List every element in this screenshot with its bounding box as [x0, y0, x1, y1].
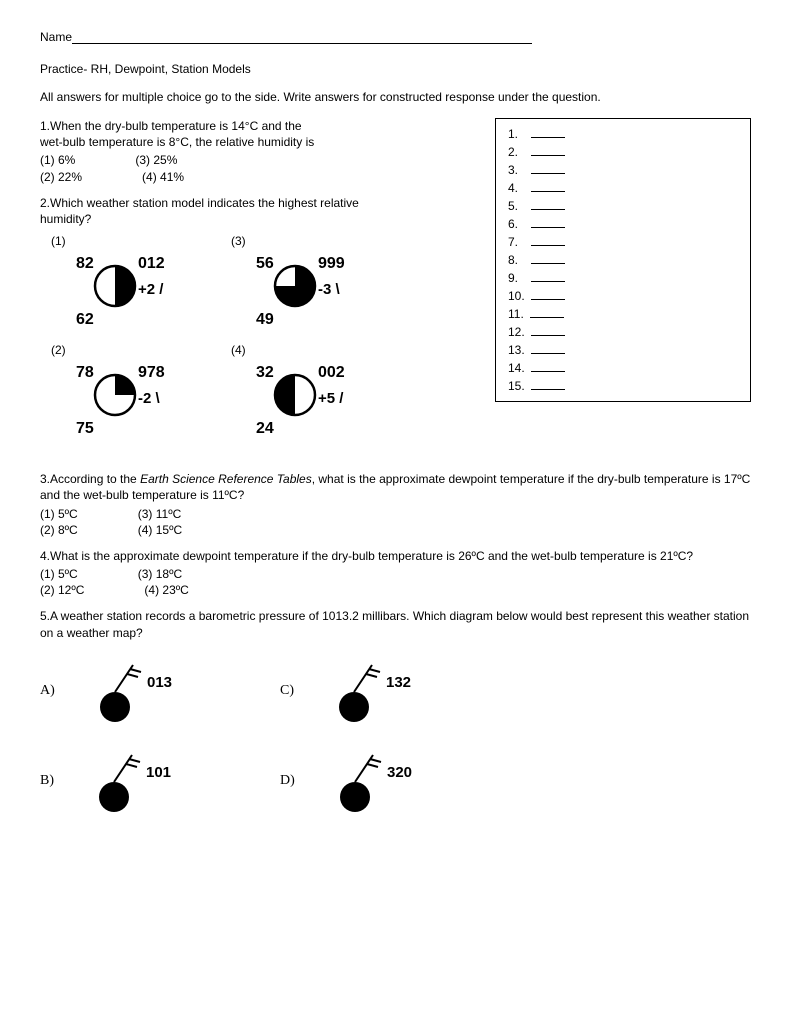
svg-text:(1): (1) — [51, 234, 66, 248]
answer-blank-6[interactable]: 6. — [508, 215, 738, 233]
answer-blank-7[interactable]: 7. — [508, 233, 738, 251]
answer-blank-14[interactable]: 14. — [508, 359, 738, 377]
svg-text:-2 \: -2 \ — [138, 390, 161, 407]
q5-option-B: B) 101 — [40, 747, 240, 817]
station-model-4: (4) 32 002 +5 / 24 — [220, 340, 380, 445]
q1-choice-2: (2) 22% — [40, 169, 82, 185]
q5-option-D: D) 320 — [280, 747, 480, 817]
answer-blank-13[interactable]: 13. — [508, 341, 738, 359]
svg-text:+2 /: +2 / — [138, 281, 164, 298]
svg-text:978: 978 — [138, 364, 165, 381]
q2-line2: humidity? — [40, 211, 465, 227]
station-model-icon: (1) 82 012 +2 / 62 — [45, 231, 195, 336]
name-label: Name — [40, 30, 72, 44]
pressure-station-icon: 132 — [304, 657, 434, 727]
pressure-station-icon: 013 — [65, 657, 195, 727]
svg-text:(2): (2) — [51, 343, 66, 357]
instructions: All answers for multiple choice go to th… — [40, 90, 751, 104]
q1-choice-1: (1) 6% — [40, 152, 75, 168]
question-3: 3.According to the Earth Science Referen… — [40, 471, 751, 538]
answer-blank-3[interactable]: 3. — [508, 161, 738, 179]
svg-text:62: 62 — [76, 311, 94, 328]
q5-option-label: B) — [40, 772, 54, 791]
q2-line1: 2.Which weather station model indicates … — [40, 195, 465, 211]
answer-blank-12[interactable]: 12. — [508, 323, 738, 341]
svg-text:002: 002 — [318, 364, 345, 381]
name-field: Name — [40, 30, 751, 44]
worksheet-title: Practice- RH, Dewpoint, Station Models — [40, 62, 751, 76]
q5-option-C: C) 132 — [280, 657, 480, 727]
q1-choice-3: (3) 25% — [135, 152, 177, 168]
svg-text:82: 82 — [76, 255, 94, 272]
station-model-2: (2) 78 978 -2 \ 75 — [40, 340, 200, 445]
question-1: 1.When the dry-bulb temperature is 14°C … — [40, 118, 465, 185]
answer-blank-10[interactable]: 10. — [508, 287, 738, 305]
svg-text:24: 24 — [256, 420, 274, 437]
svg-text:75: 75 — [76, 420, 94, 437]
answer-blank-5[interactable]: 5. — [508, 197, 738, 215]
station-model-icon: (4) 32 002 +5 / 24 — [225, 340, 375, 445]
q3-text-b: Earth Science Reference Tables — [140, 472, 312, 486]
q3-text-c: , what is the approximate dewpoint tempe… — [312, 472, 751, 486]
answer-blank-15[interactable]: 15. — [508, 377, 738, 395]
svg-text:(3): (3) — [231, 234, 246, 248]
q5-option-A: A) 013 — [40, 657, 240, 727]
q4-choice-3: (3) 18ºC — [138, 566, 182, 582]
svg-text:320: 320 — [387, 764, 412, 781]
svg-text:999: 999 — [318, 255, 345, 272]
q3-choice-1: (1) 5ºC — [40, 506, 78, 522]
q3-choice-4: (4) 15ºC — [138, 522, 182, 538]
q1-line1: 1.When the dry-bulb temperature is 14°C … — [40, 118, 465, 134]
svg-text:101: 101 — [146, 764, 171, 781]
q4-choice-2: (2) 12ºC — [40, 582, 84, 598]
q5-line1: 5.A weather station records a barometric… — [40, 608, 751, 624]
answer-box: 1. 2. 3. 4. 5. 6. 7. 8. 9. 10. 11. 12. 1… — [495, 118, 751, 402]
svg-text:(4): (4) — [231, 343, 246, 357]
q5-option-label: C) — [280, 682, 294, 701]
svg-text:78: 78 — [76, 364, 94, 381]
station-model-1: (1) 82 012 +2 / 62 — [40, 231, 200, 336]
question-4: 4.What is the approximate dewpoint tempe… — [40, 548, 751, 599]
q5-option-label: D) — [280, 772, 295, 791]
q5-line2: on a weather map? — [40, 625, 751, 641]
svg-text:49: 49 — [256, 311, 274, 328]
svg-text:56: 56 — [256, 255, 274, 272]
q1-choice-4: (4) 41% — [142, 169, 184, 185]
station-model-icon: (3) 56 999 -3 \ 49 — [225, 231, 375, 336]
station-model-icon: (2) 78 978 -2 \ 75 — [45, 340, 195, 445]
q3-line2: and the wet-bulb temperature is 11ºC? — [40, 487, 751, 503]
svg-text:132: 132 — [386, 674, 411, 691]
svg-text:32: 32 — [256, 364, 274, 381]
answer-blank-8[interactable]: 8. — [508, 251, 738, 269]
q1-line2: wet-bulb temperature is 8°C, the relativ… — [40, 134, 465, 150]
svg-text:013: 013 — [147, 674, 172, 691]
svg-text:-3 \: -3 \ — [318, 281, 341, 298]
question-2: 2.Which weather station model indicates … — [40, 195, 465, 445]
question-5: 5.A weather station records a barometric… — [40, 608, 751, 816]
q4-choice-1: (1) 5ºC — [40, 566, 78, 582]
q3-text-a: 3.According to the — [40, 472, 140, 486]
q4-text: 4.What is the approximate dewpoint tempe… — [40, 548, 751, 564]
answer-blank-4[interactable]: 4. — [508, 179, 738, 197]
answer-blank-11[interactable]: 11. — [508, 305, 738, 323]
q4-choice-4: (4) 23ºC — [144, 582, 188, 598]
answer-blank-9[interactable]: 9. — [508, 269, 738, 287]
pressure-station-icon: 320 — [305, 747, 435, 817]
answer-blank-2[interactable]: 2. — [508, 143, 738, 161]
svg-text:012: 012 — [138, 255, 165, 272]
q5-option-label: A) — [40, 682, 55, 701]
svg-text:+5 /: +5 / — [318, 390, 344, 407]
q3-choice-2: (2) 8ºC — [40, 522, 78, 538]
pressure-station-icon: 101 — [64, 747, 194, 817]
q3-choice-3: (3) 11ºC — [138, 506, 182, 522]
station-model-3: (3) 56 999 -3 \ 49 — [220, 231, 380, 336]
answer-blank-1[interactable]: 1. — [508, 125, 738, 143]
